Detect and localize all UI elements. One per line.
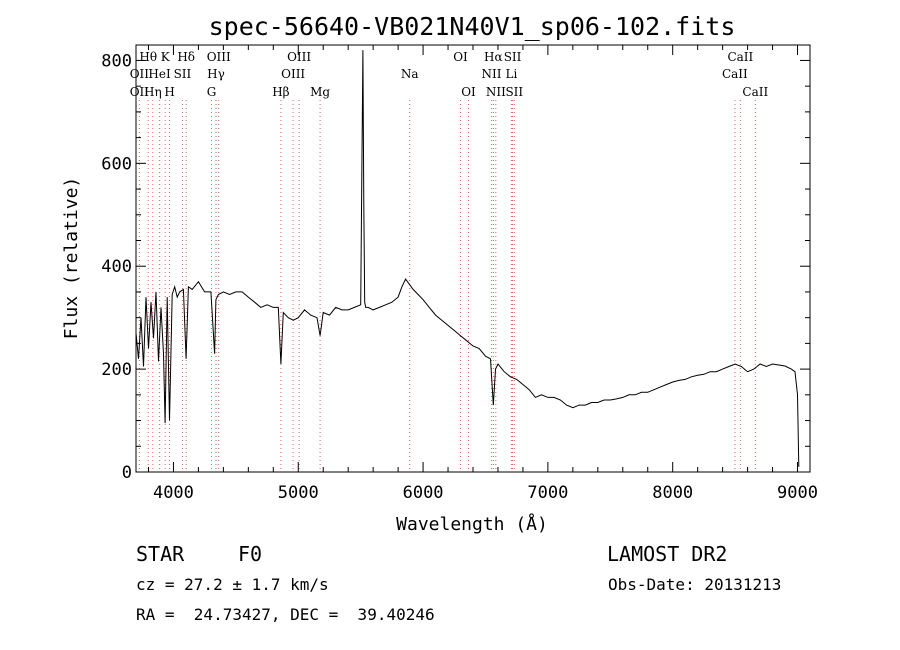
line-label: NII: [481, 67, 501, 81]
y-tick-label: 0: [122, 463, 132, 483]
line-label: SII: [504, 50, 522, 64]
y-tick-label: 600: [101, 154, 132, 174]
chart-title: spec-56640-VB021N40V1_sp06-102.fits: [209, 12, 736, 41]
line-label: NII: [486, 85, 506, 99]
x-tick-label: 6000: [403, 483, 444, 503]
line-label: H: [164, 85, 174, 99]
emission-line-markers: [138, 100, 756, 472]
x-tick-label: 4000: [153, 483, 194, 503]
line-label: Mg: [310, 85, 330, 99]
object-subclass: F0: [238, 542, 263, 566]
line-label: OIII: [281, 67, 305, 81]
line-label: OIII: [207, 50, 231, 64]
line-label: Hα: [484, 50, 503, 64]
line-label: Hβ: [272, 85, 289, 99]
line-label: HeI: [148, 67, 171, 81]
x-tick-label: 5000: [278, 483, 319, 503]
redshift-velocity: cz = 27.2 ± 1.7 km/s: [136, 575, 329, 594]
line-label: SII: [174, 67, 192, 81]
line-label: SII: [505, 85, 523, 99]
line-label: CaII: [742, 85, 768, 99]
plot-frame: [135, 44, 811, 473]
line-label: OI: [461, 85, 476, 99]
line-label: CaII: [722, 67, 748, 81]
line-label: Hδ: [177, 50, 195, 64]
x-tick-label: 9000: [777, 483, 818, 503]
spectrum-series-line: [135, 50, 800, 467]
line-label: G: [207, 85, 217, 99]
observation-date: Obs-Date: 20131213: [608, 575, 782, 594]
x-tick-label: 8000: [652, 483, 693, 503]
line-label: Na: [401, 67, 419, 81]
line-label: K: [161, 50, 171, 64]
line-label: CaII: [727, 50, 753, 64]
line-label: OI: [453, 50, 468, 64]
y-tick-label: 200: [101, 360, 132, 380]
line-label: OII: [130, 67, 150, 81]
x-axis-label: Wavelength (Å): [396, 513, 548, 535]
line-label: OII: [130, 85, 150, 99]
y-tick-label: 800: [101, 51, 132, 71]
line-label: Hγ: [207, 67, 225, 81]
y-axis-label: Flux (relative): [61, 177, 82, 340]
coordinates: RA = 24.73427, DEC = 39.40246: [136, 605, 435, 624]
line-label: Hη: [144, 85, 162, 99]
line-label: OIII: [287, 50, 311, 64]
x-tick-label: 7000: [527, 483, 568, 503]
axis-ticks: 4000 5000 6000 7000 8000 9000 0 200 400 600 800: [101, 45, 818, 503]
survey-name: LAMOST DR2: [607, 542, 728, 566]
y-tick-label: 400: [101, 257, 132, 277]
line-label: Li: [506, 67, 518, 81]
object-class: STAR: [136, 542, 185, 566]
line-label: Hθ: [139, 50, 157, 64]
